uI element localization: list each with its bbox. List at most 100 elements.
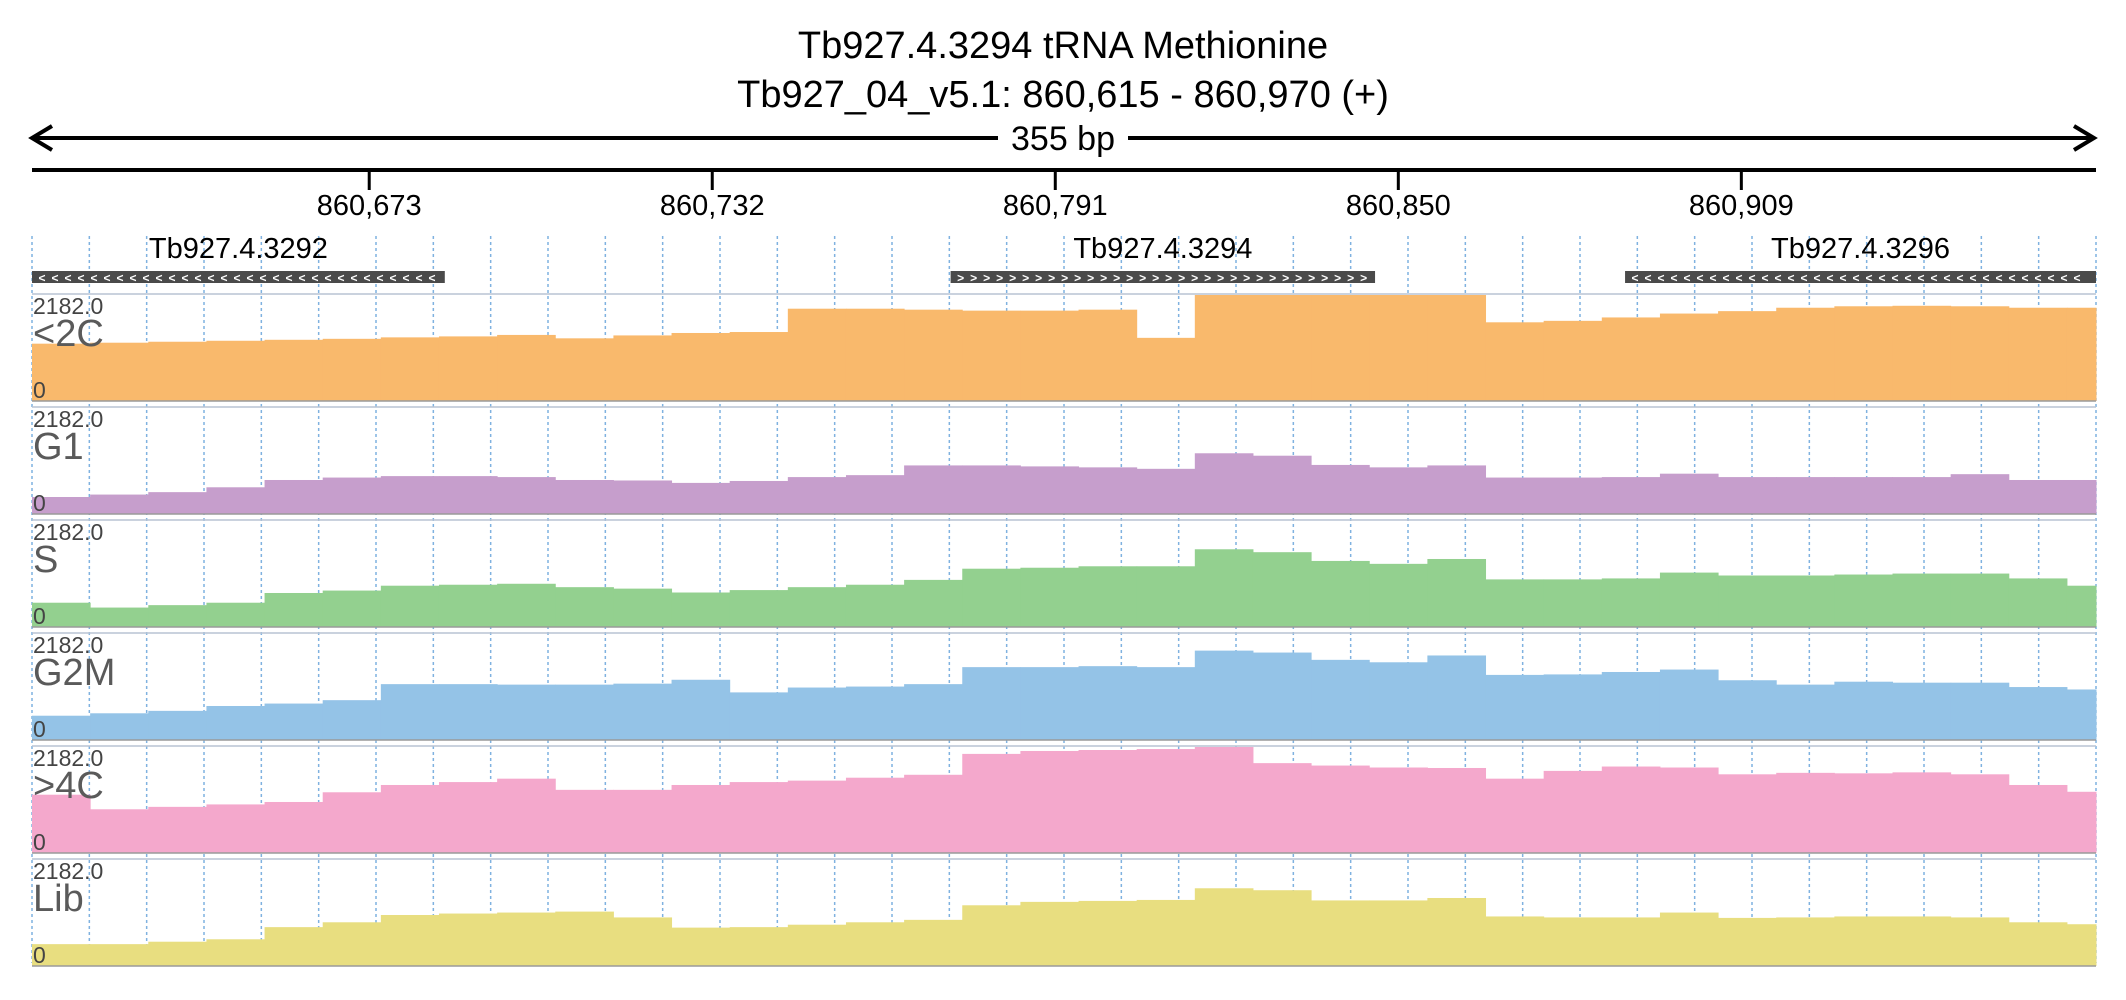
coverage-bar [1252, 295, 1312, 401]
gene-track: Tb927.4.3292< < < < < < < < < < < < < < < < < < < < < < < < < < < <… [32, 233, 2096, 285]
coverage-bar [1252, 552, 1312, 627]
coverage-bar [1659, 912, 1719, 966]
coverage-bar [1136, 667, 1196, 740]
gene-bar [1625, 271, 2096, 283]
coverage-bar [962, 465, 1021, 514]
strand-chevron: < [1775, 271, 1782, 285]
coverage-bar [555, 338, 614, 401]
coverage-bar [904, 465, 963, 514]
strand-chevron: < [1827, 271, 1834, 285]
coverage-bar [264, 592, 324, 627]
coverage-bar [904, 309, 963, 401]
coverage-bar [787, 687, 847, 740]
track-name: >4C [33, 765, 104, 807]
coverage-bar [1485, 579, 1545, 627]
coverage-bar [90, 713, 149, 740]
chart-title-line1: Tb927.4.3294 tRNA Methionine [798, 25, 1328, 67]
coverage-bar [1834, 477, 1894, 514]
coverage-bar [613, 789, 673, 853]
strand-chevron: < [2035, 271, 2042, 285]
ruler-tick-label: 860,850 [1346, 190, 1451, 222]
coverage-bar [2066, 791, 2097, 853]
strand-chevron: > [970, 271, 977, 285]
strand-chevron: < [116, 271, 123, 285]
coverage-bar [322, 922, 382, 966]
coverage-bar [1427, 897, 1487, 966]
strand-chevron: < [1762, 271, 1769, 285]
strand-chevron: > [1061, 271, 1068, 285]
strand-chevron: < [1671, 271, 1678, 285]
track-name: <2C [33, 313, 104, 355]
track-min-label: 0 [33, 716, 46, 742]
strand-chevron: < [142, 271, 149, 285]
strand-chevron: > [1269, 271, 1276, 285]
gene-label: Tb927.4.3294 [1073, 233, 1252, 265]
coverage-bar [1950, 774, 2010, 853]
coverage-bar [1369, 467, 1428, 514]
coverage-bar [729, 927, 789, 966]
strand-chevron: > [1334, 271, 1341, 285]
coverage-bar [1427, 655, 1487, 740]
coverage-bar [1194, 888, 1254, 966]
coverage-bar [729, 590, 789, 627]
coverage-bar [1718, 575, 1777, 627]
coverage-bar [206, 340, 266, 401]
coverage-bar [1020, 750, 1080, 853]
coverage-bar [497, 778, 556, 853]
coverage-bar [1718, 680, 1777, 740]
strand-chevron: < [272, 271, 279, 285]
strand-chevron: < [1853, 271, 1860, 285]
coverage-bar [32, 944, 91, 966]
coverage-bar [2008, 922, 2068, 966]
strand-chevron: > [1282, 271, 1289, 285]
coverage-bar [845, 584, 905, 627]
coverage-bar [1485, 674, 1545, 740]
coverage-bar [613, 335, 673, 401]
coverage-bar [1543, 917, 1603, 966]
track: 2182.0<2C 0 [32, 293, 2097, 403]
coverage-bar [845, 777, 905, 853]
strand-chevron: < [298, 271, 305, 285]
coverage-bar [1485, 322, 1545, 401]
strand-chevron: > [1360, 271, 1367, 285]
ruler-tick-label: 860,791 [1003, 190, 1108, 222]
strand-chevron: > [1308, 271, 1315, 285]
coverage-bar [32, 602, 91, 627]
strand-chevron: < [64, 271, 71, 285]
coverage-bar [1311, 295, 1370, 401]
coverage-bar [380, 476, 440, 514]
coverage-bar [1892, 916, 1952, 966]
coverage-bar [729, 782, 789, 853]
track: 2182.0G1 0 [32, 406, 2097, 516]
coverage-bar [1834, 306, 1894, 401]
strand-chevron: < [311, 271, 318, 285]
gene-bar [950, 271, 1376, 283]
coverage-bar [264, 703, 324, 740]
coverage-bar [1311, 900, 1370, 966]
coverage-bar [729, 332, 789, 401]
gene-bar [32, 271, 445, 283]
coverage-bar [1252, 763, 1312, 853]
coverage-bar [555, 587, 614, 627]
strand-chevron: < [155, 271, 162, 285]
coverage-bar [1194, 549, 1254, 627]
coverage-bar [1485, 477, 1545, 514]
strand-chevron: > [1113, 271, 1120, 285]
coverage-bar [1136, 468, 1196, 514]
coverage-bar [1020, 466, 1080, 514]
coverage-bar [1427, 767, 1487, 853]
track-min-label: 0 [33, 829, 46, 855]
coverage-bar [2008, 578, 2068, 627]
strand-chevron: < [2022, 271, 2029, 285]
ruler-tick-label: 860,732 [660, 190, 765, 222]
coverage-bar [555, 479, 614, 514]
coverage-bar [729, 692, 789, 740]
strand-chevron: > [1321, 271, 1328, 285]
strand-chevron: > [1139, 271, 1146, 285]
coverage-bar [1543, 477, 1603, 514]
strand-chevron: < [77, 271, 84, 285]
coverage-bar [322, 792, 382, 853]
coverage-bar [1078, 750, 1138, 853]
coverage-bar [613, 588, 673, 627]
